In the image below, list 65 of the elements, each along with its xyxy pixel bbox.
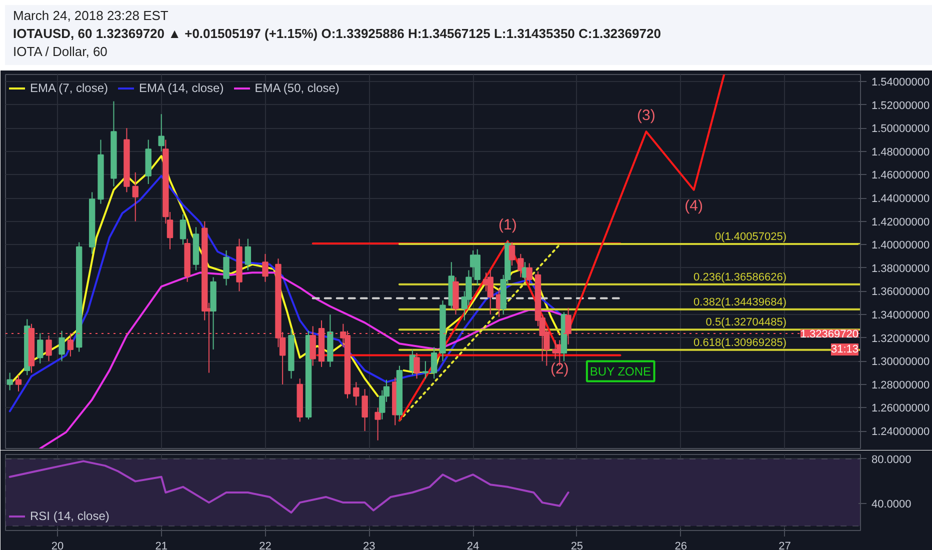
y-tick-label: 1.54000000 — [872, 76, 930, 88]
x-tick-label: 25 — [570, 540, 584, 550]
candlestick — [158, 114, 164, 152]
ref-line-label: 1.32369720 — [800, 328, 859, 341]
y-tick-label: 1.44000000 — [872, 193, 930, 205]
candlestick — [362, 388, 368, 432]
y-tick-label: 1.48000000 — [872, 146, 930, 158]
annotation: 31:13 — [830, 344, 859, 356]
x-tick-label: 20 — [51, 540, 64, 550]
candlestick — [487, 270, 494, 316]
chart-title: IOTAUSD, 60 1.32369720 ▲ +0.01505197 (+1.15%) O:1.33925886 H:1.34567125 L:1.31435350 C:1.32369720 — [13, 25, 661, 43]
y-tick-label: 80.0000 — [872, 454, 912, 466]
series-label: 0.618(1.30969285) — [694, 336, 786, 349]
candlestick — [15, 374, 22, 392]
candlestick — [526, 262, 532, 285]
text: March 24, 2018 23:28 EST — [13, 7, 170, 25]
annotation: (4) — [684, 197, 704, 214]
legend-label: EMA (7, close) — [30, 81, 108, 95]
x-tick-label: 26 — [674, 540, 687, 550]
y-tick-label: 1.24000000 — [872, 426, 930, 438]
chart-subtitle: IOTA / Dollar, 60 — [13, 43, 108, 61]
series-label: 0(1.40057025) — [714, 230, 787, 243]
annotation: (2) — [550, 360, 569, 378]
y-tick-label: 1.42000000 — [872, 216, 930, 228]
candlestick — [262, 253, 268, 282]
candlestick — [518, 253, 524, 278]
candlestick — [58, 330, 65, 362]
y-tick-label: 1.38000000 — [872, 262, 930, 275]
candlestick — [180, 214, 186, 246]
candlestick — [422, 360, 429, 380]
legend-label: EMA (50, close) — [254, 81, 340, 95]
x-tick-label: 21 — [155, 540, 168, 550]
x-tick-label: 24 — [466, 540, 480, 550]
y-tick-label: 1.34000000 — [872, 310, 930, 322]
x-tick-label: 27 — [778, 540, 791, 550]
y-tick-label: 1.46000000 — [872, 170, 930, 182]
y-tick-label: 1.40000000 — [872, 240, 930, 252]
annotation: BUY ZONE — [590, 364, 652, 378]
candlestick — [508, 242, 516, 266]
y-tick-label: 40.0000 — [872, 498, 912, 511]
y-tick-label: 1.36000000 — [872, 286, 930, 298]
x-tick-label: 22 — [259, 540, 272, 550]
y-tick-label: 1.30000000 — [872, 356, 930, 368]
candlestick — [37, 332, 44, 364]
legend-label: EMA (14, close) — [139, 81, 224, 95]
candlestick — [374, 407, 381, 441]
candlestick — [353, 382, 360, 406]
annotation: (3) — [637, 107, 656, 124]
annotation: (1) — [498, 216, 517, 234]
y-tick-label: 1.26000000 — [872, 402, 930, 415]
legend-label: RSI (14, close) — [30, 509, 110, 523]
candlestick — [244, 238, 252, 271]
y-tick-label: 1.28000000 — [872, 379, 930, 392]
candlestick — [223, 250, 230, 286]
series-label: 0.236(1.36586626) — [694, 271, 786, 284]
candlestick — [430, 346, 438, 380]
y-tick-label: 1.52000000 — [872, 100, 930, 112]
series-label: 0.5(1.32704485) — [706, 316, 786, 329]
series-label: 0.382(1.34439684) — [694, 296, 786, 308]
x-tick-label: 23 — [363, 540, 376, 550]
candlestick — [6, 372, 13, 391]
candlestick — [132, 172, 138, 222]
y-tick-label: 1.32000000 — [872, 332, 930, 345]
y-tick-label: 1.50000000 — [872, 123, 930, 136]
candlestick — [414, 352, 420, 380]
